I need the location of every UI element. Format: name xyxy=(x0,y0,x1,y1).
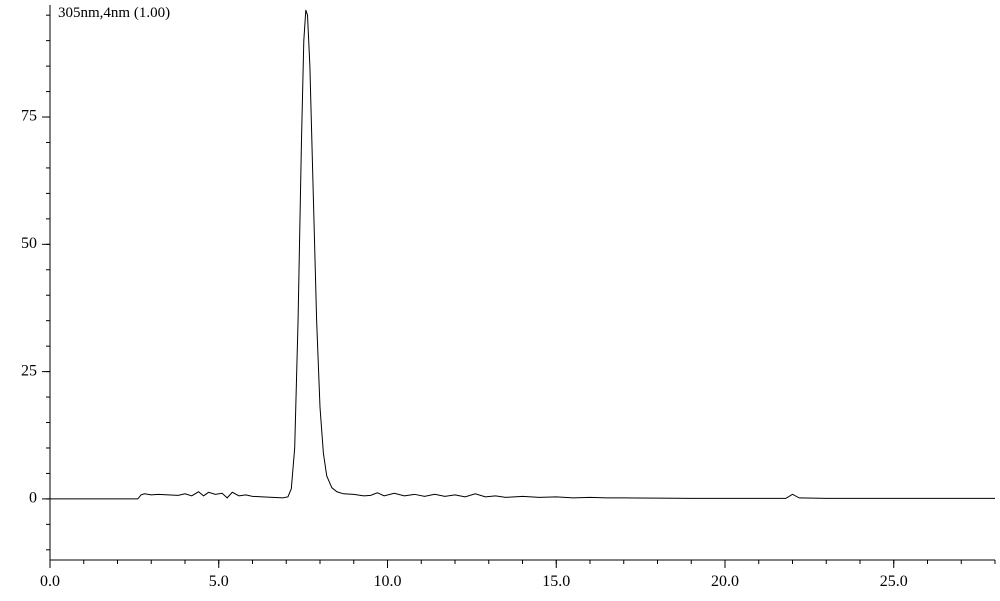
axes: 0.0 5.0 10.0 15.0 20.0 25.0 0 25 50 75 xyxy=(21,5,995,590)
svg-text:10.0: 10.0 xyxy=(374,573,402,590)
svg-text:25: 25 xyxy=(21,362,37,379)
svg-text:0: 0 xyxy=(29,490,37,507)
series xyxy=(50,10,995,499)
chromatogram-chart: 0.0 5.0 10.0 15.0 20.0 25.0 0 25 50 75 305nm,4nm … xyxy=(0,0,1000,601)
svg-text:15.0: 15.0 xyxy=(542,573,570,590)
svg-text:50: 50 xyxy=(21,235,37,252)
svg-text:25.0: 25.0 xyxy=(880,573,908,590)
svg-text:75: 75 xyxy=(21,108,37,125)
chart-svg: 0.0 5.0 10.0 15.0 20.0 25.0 0 25 50 75 305nm,4nm … xyxy=(0,0,1000,601)
svg-text:20.0: 20.0 xyxy=(711,573,739,590)
svg-text:5.0: 5.0 xyxy=(209,573,229,590)
svg-text:0.0: 0.0 xyxy=(40,573,60,590)
detector-annotation: 305nm,4nm (1.00) xyxy=(58,5,170,21)
